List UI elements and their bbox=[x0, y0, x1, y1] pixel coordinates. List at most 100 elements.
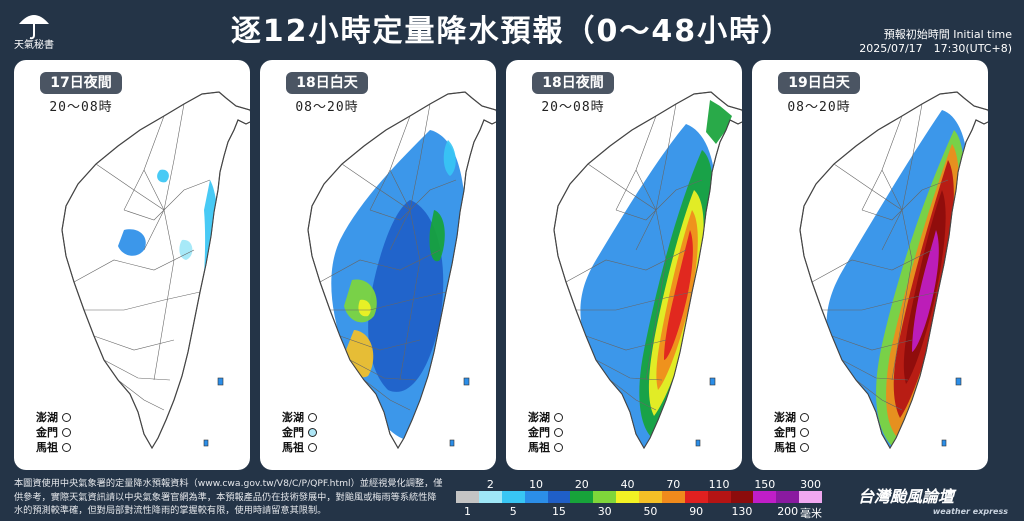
legend-bottom-label: 130 bbox=[731, 505, 753, 518]
county-boundary bbox=[635, 169, 667, 381]
kinmen-marker bbox=[308, 428, 317, 437]
outlying-islands: 澎湖 金門 馬祖 bbox=[528, 410, 588, 455]
legend-top-label: 70 bbox=[666, 478, 681, 491]
legend-swatch bbox=[707, 491, 731, 503]
taiwan-map bbox=[553, 91, 742, 450]
legend-top-label: 110 bbox=[708, 478, 730, 491]
legend-swatch bbox=[753, 491, 777, 503]
legend-swatch bbox=[776, 491, 800, 503]
legend-swatch bbox=[524, 491, 548, 503]
legend-swatch bbox=[661, 491, 685, 503]
county-boundary bbox=[587, 163, 657, 211]
island-kinmen: 金門 bbox=[36, 426, 58, 439]
legend-top-label: 10 bbox=[529, 478, 544, 491]
legend-swatch bbox=[593, 491, 617, 503]
kinmen-marker bbox=[800, 428, 809, 437]
penghu-marker bbox=[308, 413, 317, 422]
county-boundary bbox=[93, 335, 175, 351]
small-island bbox=[463, 377, 470, 386]
county-boundary bbox=[369, 179, 457, 221]
county-boundary bbox=[123, 179, 211, 221]
panel-hours: 08～20時 bbox=[295, 100, 359, 115]
legend-swatch bbox=[456, 491, 479, 503]
county-boundary bbox=[95, 163, 165, 211]
island-kinmen: 金門 bbox=[528, 426, 550, 439]
legend-bottom-labels: 1 5 15 30 50 90 130 200 bbox=[452, 505, 832, 518]
legend-swatch bbox=[616, 491, 639, 503]
panel-label: 18日白天 bbox=[286, 72, 368, 94]
rainfall-area bbox=[912, 230, 939, 352]
penghu-marker bbox=[800, 413, 809, 422]
legend-bottom-label: 1 bbox=[463, 505, 471, 518]
panel-hours: 20～08時 bbox=[541, 100, 605, 115]
panel-hours: 08～20時 bbox=[787, 100, 851, 115]
legend-color-bar bbox=[456, 491, 822, 503]
county-boundary bbox=[595, 359, 663, 381]
umbrella-icon bbox=[19, 15, 49, 40]
small-island bbox=[709, 377, 716, 386]
rainfall-area bbox=[157, 169, 169, 183]
island-kinmen: 金門 bbox=[282, 426, 304, 439]
legend-swatch bbox=[501, 491, 525, 503]
county-boundary bbox=[861, 179, 949, 221]
logo-text: 天氣秘書 bbox=[14, 40, 54, 51]
panel-hours: 20～08時 bbox=[49, 100, 113, 115]
coastline bbox=[61, 91, 250, 449]
kinmen-marker bbox=[554, 428, 563, 437]
legend-top-label: 150 bbox=[754, 478, 776, 491]
rainfall-area bbox=[358, 299, 371, 317]
island-matsu: 馬祖 bbox=[528, 441, 550, 454]
legend-top-label: 2 bbox=[486, 478, 494, 491]
county-boundary bbox=[881, 169, 913, 381]
coastline bbox=[307, 91, 496, 449]
penghu-marker bbox=[554, 413, 563, 422]
panel-label: 18日夜間 bbox=[532, 72, 614, 94]
taiwan-map bbox=[61, 91, 250, 450]
legend-unit: 毫米 bbox=[800, 507, 822, 520]
county-boundary bbox=[855, 379, 903, 411]
brand: 台灣颱風論壇 weather express bbox=[858, 483, 1018, 516]
rainfall-legend: 2 10 20 40 70 110 150 300 1 5 15 30 50 90 130 200 bbox=[452, 478, 832, 518]
matsu-marker bbox=[800, 443, 809, 452]
small-island bbox=[955, 377, 962, 386]
rainfall-area bbox=[118, 229, 146, 256]
matsu-marker bbox=[308, 443, 317, 452]
county-boundary bbox=[881, 103, 923, 251]
legend-swatch bbox=[799, 491, 822, 503]
map-panel-3: 18日夜間 20～08時 澎湖 金門 馬祖 bbox=[506, 60, 742, 470]
legend-swatch bbox=[570, 491, 594, 503]
county-boundary bbox=[84, 291, 201, 311]
rainfall-area bbox=[706, 100, 732, 144]
legend-top-label: 300 bbox=[800, 478, 822, 491]
island-penghu: 澎湖 bbox=[774, 411, 796, 424]
legend-top-label: 20 bbox=[574, 478, 589, 491]
legend-bottom-label: 200 bbox=[777, 505, 799, 518]
small-island bbox=[217, 377, 224, 386]
page-title: 逐12小時定量降水預報（0～48小時） bbox=[230, 14, 794, 49]
coastline bbox=[799, 91, 988, 449]
penghu-marker bbox=[62, 413, 71, 422]
county-boundary bbox=[831, 335, 913, 351]
legend-bottom-label: 50 bbox=[643, 505, 658, 518]
rainfall-area bbox=[443, 140, 456, 176]
county-boundary bbox=[635, 103, 677, 251]
legend-swatch bbox=[639, 491, 662, 503]
outlying-islands: 澎湖 金門 馬祖 bbox=[774, 410, 834, 455]
rainfall-area bbox=[368, 200, 444, 392]
county-boundary bbox=[615, 179, 703, 221]
initial-time: 預報初始時間 Initial time 2025/07/17 17:30(UTC… bbox=[859, 28, 1012, 56]
county-boundary bbox=[339, 335, 421, 351]
island-penghu: 澎湖 bbox=[282, 411, 304, 424]
county-boundary bbox=[143, 103, 185, 251]
brand-subtitle: weather express bbox=[932, 507, 1008, 516]
rainfall-area bbox=[179, 239, 193, 260]
county-boundary bbox=[103, 359, 171, 381]
legend-top-label: 40 bbox=[620, 478, 635, 491]
small-island bbox=[941, 439, 947, 447]
county-boundary bbox=[389, 169, 421, 381]
island-penghu: 澎湖 bbox=[528, 411, 550, 424]
small-island bbox=[695, 439, 701, 447]
legend-top-labels: 2 10 20 40 70 110 150 300 bbox=[452, 478, 832, 491]
kinmen-marker bbox=[62, 428, 71, 437]
panel-label: 19日白天 bbox=[778, 72, 860, 94]
